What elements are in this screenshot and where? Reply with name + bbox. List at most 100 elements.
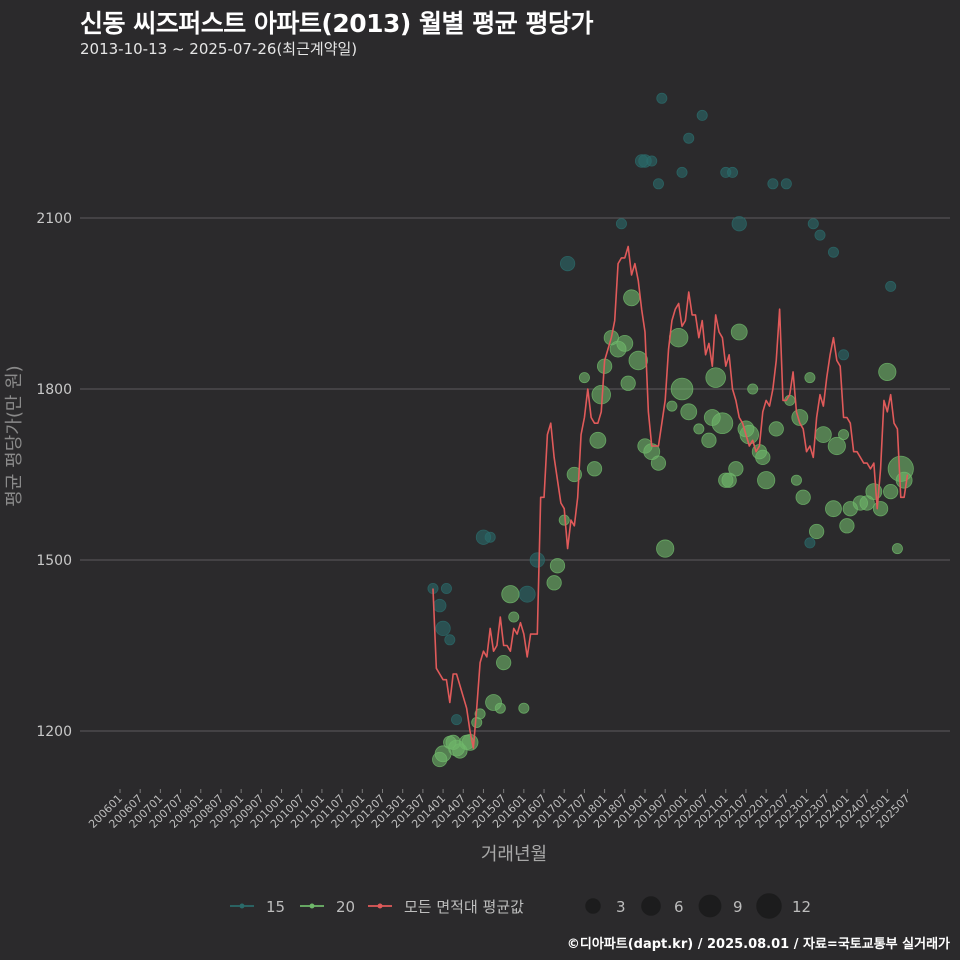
legend-key-dot-0 bbox=[239, 903, 245, 909]
point-15-2018-06 bbox=[615, 218, 627, 230]
point-20-2021-04 bbox=[728, 461, 744, 477]
point-20-2021-08 bbox=[739, 424, 760, 445]
point-15-2013-12 bbox=[433, 598, 447, 613]
point-20-2023-04 bbox=[809, 523, 825, 540]
point-15-2023-12 bbox=[838, 349, 850, 361]
point-15-2019-05 bbox=[652, 178, 664, 190]
average-line bbox=[432, 245, 909, 749]
point-20-2019-07 bbox=[656, 539, 675, 558]
x-axis-label: 거래년월 bbox=[481, 844, 547, 865]
chart-title: 신동 씨즈퍼스트 아파트(2013) 월별 평균 평당가 bbox=[80, 9, 593, 38]
point-15-2022-07 bbox=[780, 178, 792, 190]
point-20-2021-05 bbox=[730, 323, 748, 341]
legend-size-label-3: 3 bbox=[616, 898, 626, 916]
point-20-2024-01 bbox=[839, 518, 855, 534]
legend-label-0: 15 bbox=[266, 898, 285, 916]
point-20-2016-01 bbox=[518, 702, 530, 714]
point-15-2023-03 bbox=[807, 218, 819, 230]
point-15-2023-05 bbox=[814, 229, 826, 241]
point-15-2023-02 bbox=[804, 537, 816, 549]
point-20-2014-12 bbox=[474, 708, 486, 720]
point-20-2019-09 bbox=[666, 400, 678, 412]
point-20-2019-12 bbox=[670, 377, 694, 401]
point-20-2018-11 bbox=[628, 350, 648, 371]
series-15-points bbox=[427, 92, 897, 726]
point-20-2016-10 bbox=[546, 575, 562, 591]
point-15-2021-05 bbox=[731, 216, 747, 232]
point-20-2018-08 bbox=[620, 375, 636, 391]
point-15-2020-06 bbox=[696, 109, 708, 121]
point-20-2020-02 bbox=[680, 403, 698, 421]
point-15-2019-06 bbox=[656, 92, 668, 104]
point-20-2025-02 bbox=[883, 483, 899, 500]
legend-key-dot-2 bbox=[377, 903, 383, 909]
point-20-2015-06 bbox=[494, 702, 506, 714]
point-20-2019-05 bbox=[650, 455, 667, 471]
point-15-2016-05 bbox=[529, 552, 545, 568]
point-20-2023-02 bbox=[804, 372, 816, 384]
point-20-2022-11 bbox=[791, 409, 809, 426]
point-20-2017-10 bbox=[586, 461, 603, 477]
source-credit: ©디아파트(dapt.kr) / 2025.08.01 / 자료=국토교통부 실… bbox=[566, 937, 950, 952]
point-15-2019-03 bbox=[646, 155, 658, 167]
point-20-2025-06 bbox=[895, 471, 913, 489]
point-20-2020-12 bbox=[711, 412, 734, 435]
y-tick-label-1200: 1200 bbox=[36, 724, 72, 740]
legend-size-label-9: 9 bbox=[733, 898, 743, 916]
point-20-2023-06 bbox=[814, 426, 832, 444]
legend-label-1: 20 bbox=[336, 898, 355, 916]
point-20-2017-11 bbox=[589, 431, 607, 449]
point-15-2019-12 bbox=[676, 166, 688, 178]
point-20-2019-11 bbox=[668, 327, 689, 348]
legend: 15 20 모든 면적대 평균값 3 6 9 12 bbox=[230, 893, 811, 919]
point-20-2021-02 bbox=[721, 472, 737, 488]
point-15-2014-02 bbox=[440, 583, 452, 595]
series-20-points bbox=[432, 289, 914, 768]
point-20-2017-07 bbox=[578, 372, 590, 384]
point-20-2018-09 bbox=[623, 289, 640, 307]
x-axis: 2006012006072007012007072008012008072009… bbox=[86, 789, 913, 831]
legend-size-label-12: 12 bbox=[792, 898, 811, 916]
point-20-2021-12 bbox=[755, 449, 771, 466]
point-15-2014-01 bbox=[435, 620, 451, 637]
point-15-2017-02 bbox=[559, 255, 576, 272]
point-20-2022-01 bbox=[757, 471, 776, 490]
point-20-2025-01 bbox=[878, 362, 897, 381]
point-20-2022-04 bbox=[768, 421, 784, 437]
point-20-2021-09 bbox=[747, 383, 759, 395]
legend-label-2: 모든 면적대 평균값 bbox=[404, 898, 524, 916]
legend-size-circle-9 bbox=[698, 894, 722, 918]
grid-lines bbox=[80, 217, 950, 732]
point-20-2014-09 bbox=[461, 734, 479, 751]
point-20-2015-10 bbox=[508, 611, 520, 623]
legend-size-circle-6 bbox=[641, 896, 661, 916]
y-axis: 1200 1500 1800 2100 bbox=[36, 211, 72, 740]
legend-size-circle-3 bbox=[585, 898, 601, 914]
point-20-2018-07 bbox=[616, 334, 634, 352]
point-15-2015-03 bbox=[484, 531, 496, 543]
point-15-2023-09 bbox=[827, 246, 839, 258]
point-15-2016-02 bbox=[518, 585, 536, 603]
point-20-2023-12 bbox=[838, 429, 850, 441]
point-20-2015-07 bbox=[496, 654, 512, 671]
legend-key-dot-1 bbox=[309, 903, 315, 909]
point-20-2020-08 bbox=[701, 432, 717, 448]
point-20-2023-09 bbox=[825, 500, 842, 518]
average-line-path bbox=[432, 245, 909, 749]
point-20-2020-10 bbox=[705, 367, 726, 388]
point-15-2021-03 bbox=[727, 166, 739, 178]
legend-size-label-6: 6 bbox=[674, 898, 684, 916]
point-15-2020-02 bbox=[683, 132, 695, 144]
point-15-2014-03 bbox=[444, 634, 456, 646]
point-20-2024-11 bbox=[872, 501, 889, 517]
point-20-2022-12 bbox=[795, 489, 811, 505]
y-tick-label-1500: 1500 bbox=[36, 553, 72, 569]
chart-subtitle: 2013-10-13 ~ 2025-07-26(최근계약일) bbox=[80, 40, 358, 58]
point-15-2014-05 bbox=[451, 714, 463, 726]
legend-size-circle-12 bbox=[756, 893, 782, 919]
point-20-2022-10 bbox=[790, 474, 802, 486]
point-15-2022-03 bbox=[767, 178, 779, 190]
point-20-2020-05 bbox=[693, 423, 705, 435]
y-axis-label: 평균 평당가(만 원) bbox=[4, 365, 25, 506]
